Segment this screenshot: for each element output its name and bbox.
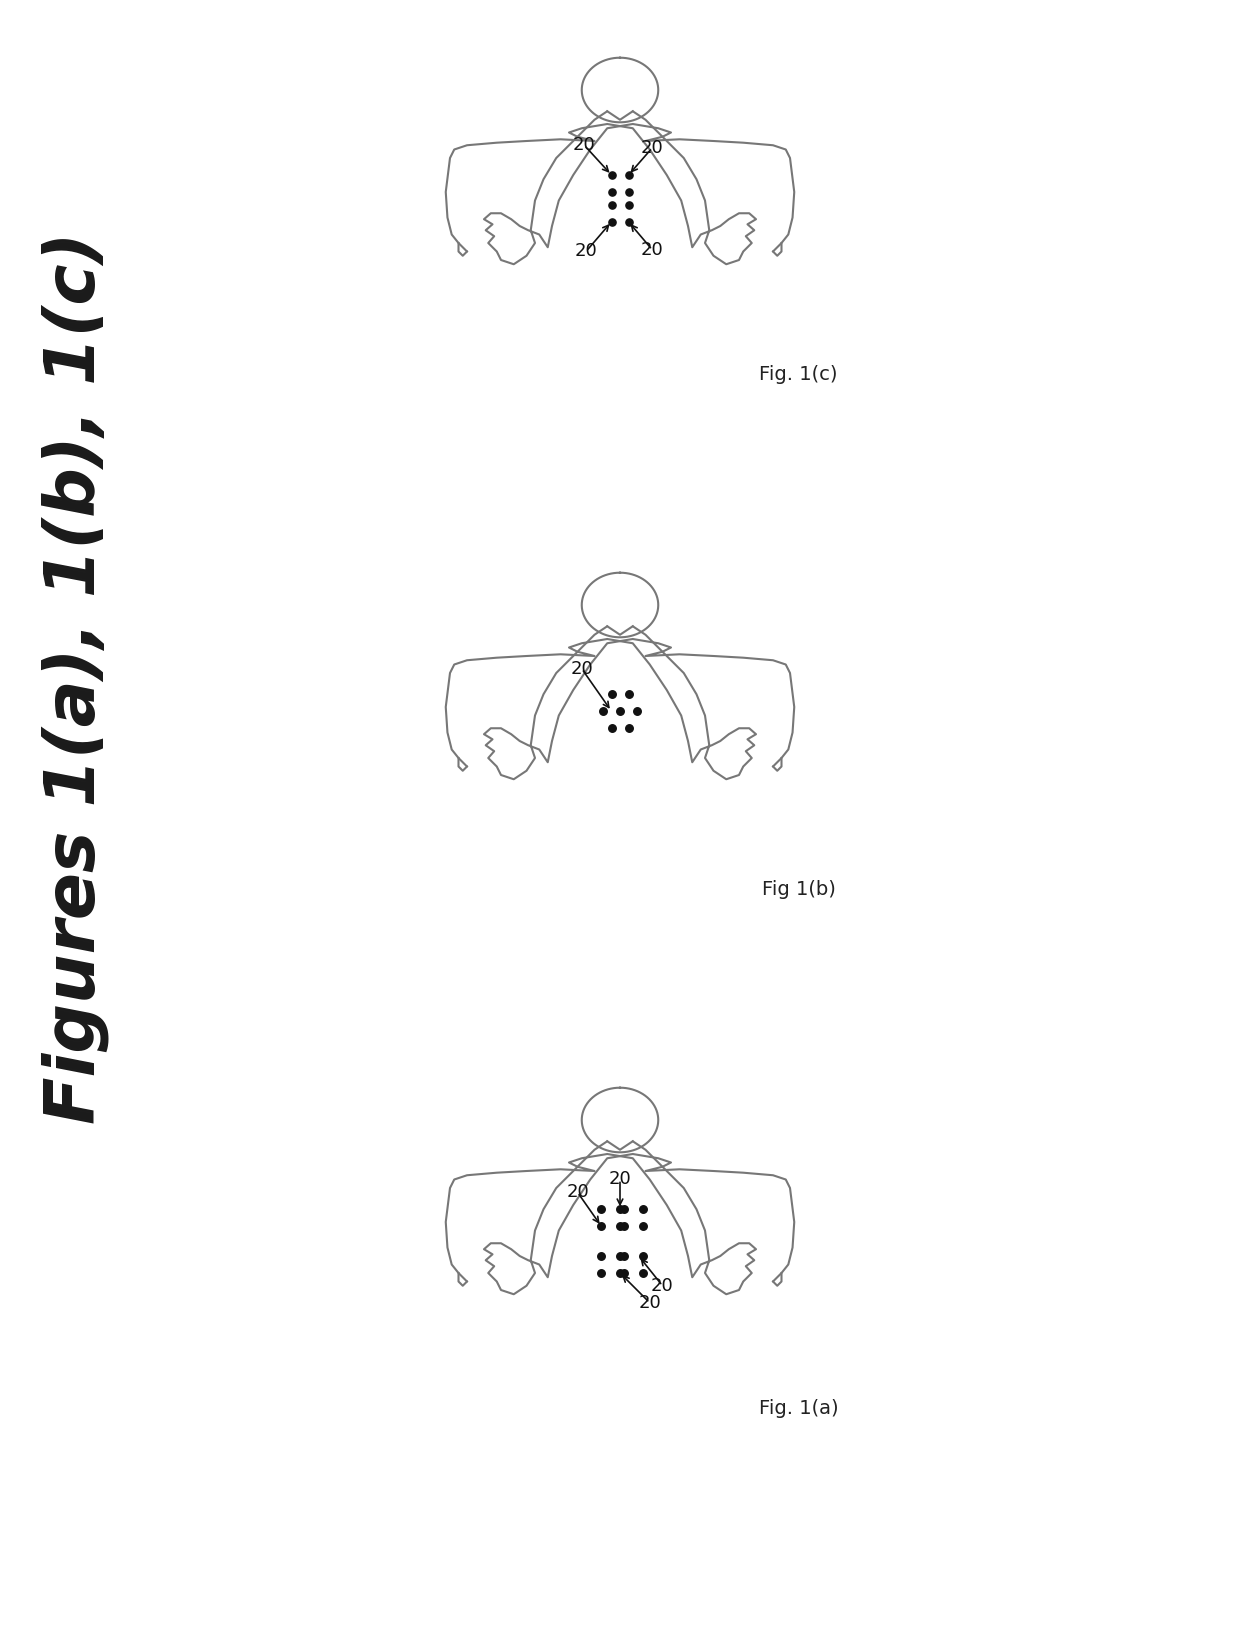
Text: 20: 20 — [570, 659, 593, 677]
Text: 20: 20 — [574, 243, 598, 260]
Text: 20: 20 — [639, 1294, 661, 1312]
Text: 20: 20 — [567, 1184, 589, 1201]
Text: 20: 20 — [641, 241, 663, 259]
Text: 20: 20 — [641, 138, 663, 156]
Text: Fig. 1(a): Fig. 1(a) — [759, 1400, 838, 1418]
Text: 20: 20 — [573, 137, 595, 155]
Text: Fig 1(b): Fig 1(b) — [761, 881, 836, 899]
Text: 20: 20 — [651, 1276, 673, 1294]
Text: Fig. 1(c): Fig. 1(c) — [759, 365, 838, 384]
Text: Figures 1(a), 1(b), 1(c): Figures 1(a), 1(b), 1(c) — [41, 231, 109, 1125]
Text: 20: 20 — [609, 1171, 631, 1188]
